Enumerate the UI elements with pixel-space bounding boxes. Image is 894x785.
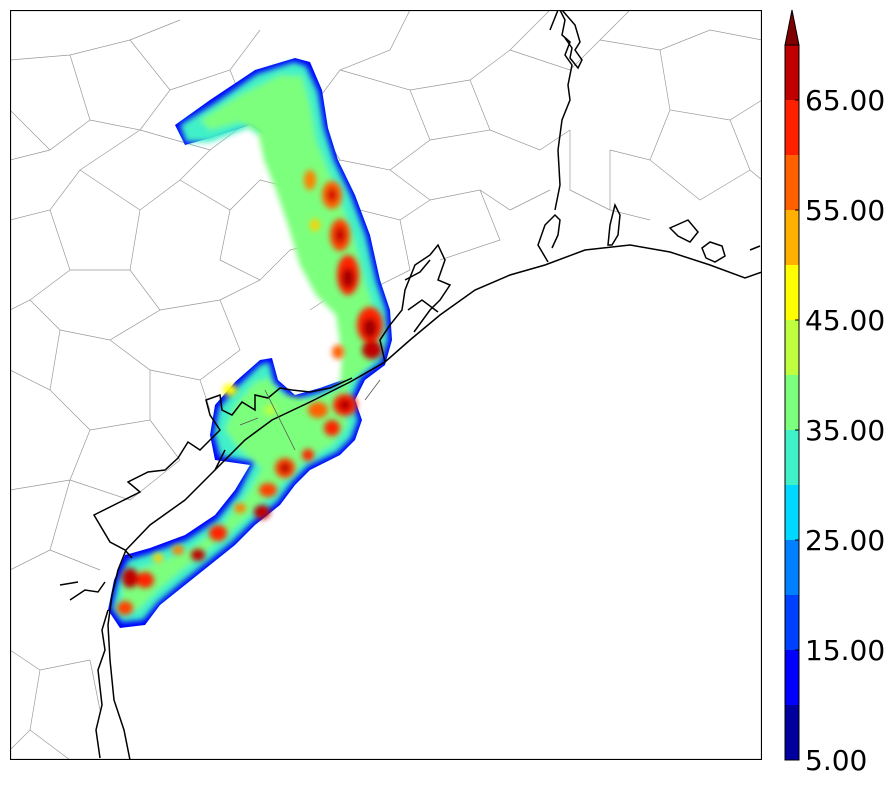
colorbar-tick-label: 55.00 bbox=[805, 194, 885, 227]
colorbar-swatches bbox=[785, 45, 799, 760]
colorbar-ticks: 5.00 15.00 25.00 35.00 45.00 55.00 65.00 bbox=[795, 84, 885, 777]
inland-boundaries bbox=[239, 379, 381, 451]
map-frame-border bbox=[10, 10, 762, 760]
colorbar-swatch bbox=[785, 540, 799, 595]
colorbar-swatch bbox=[785, 375, 799, 430]
colorbar-tick-label: 45.00 bbox=[805, 304, 885, 337]
colorbar-border bbox=[784, 44, 800, 761]
county-boundaries bbox=[10, 10, 762, 760]
colorbar-swatch bbox=[785, 705, 799, 760]
colorbar-swatch bbox=[785, 100, 799, 155]
colorbar-tick-label: 35.00 bbox=[805, 414, 885, 447]
colorbar-swatch bbox=[785, 155, 799, 210]
map-canvas bbox=[10, 10, 762, 760]
colorbar-swatch bbox=[785, 430, 799, 485]
colorbar-tick-label: 5.00 bbox=[805, 744, 867, 777]
colorbar-swatch bbox=[785, 595, 799, 650]
colorbar-tick-label: 15.00 bbox=[805, 634, 885, 667]
colorbar-swatch bbox=[785, 210, 799, 265]
colorbar-tick-label: 25.00 bbox=[805, 524, 885, 557]
colorbar-tick-label: 65.00 bbox=[805, 84, 885, 117]
colorbar-swatch bbox=[785, 45, 799, 100]
precip-band-fill bbox=[112, 62, 388, 622]
precipitation-field bbox=[108, 58, 392, 628]
colorbar-swatch bbox=[785, 320, 799, 375]
colorbar-extend-arrow bbox=[784, 9, 800, 46]
colorbar-swatch bbox=[785, 485, 799, 540]
map-panel bbox=[10, 10, 762, 760]
colorbar-swatch bbox=[785, 650, 799, 705]
precip-cells bbox=[117, 170, 383, 615]
coastline bbox=[59, 10, 762, 760]
colorbar-swatch bbox=[785, 265, 799, 320]
